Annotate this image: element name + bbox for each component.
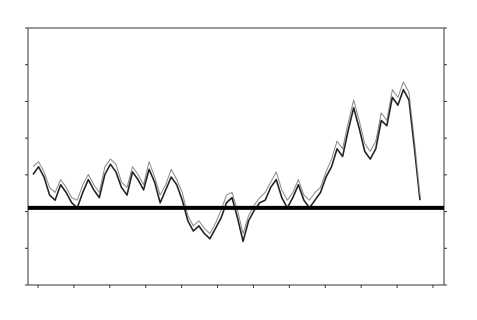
plot-frame [27,27,445,286]
series-line-1 [32,88,421,243]
series-line-2 [32,81,421,235]
